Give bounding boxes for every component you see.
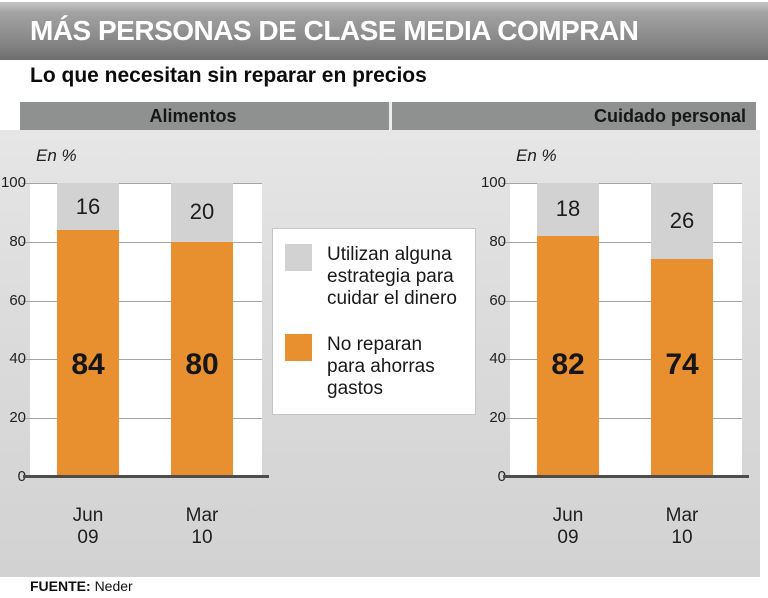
y-axis-label-20: 20 <box>489 409 506 427</box>
y-axis-label-80: 80 <box>9 232 26 250</box>
bar-mar-10: 26 74 <box>651 183 713 477</box>
bar-value-label: 80 <box>185 348 219 381</box>
gridline-80 <box>502 241 742 243</box>
x-axis-label: Jun 09 <box>72 505 104 548</box>
bar-segment-no-reparan <box>171 241 233 477</box>
gridline-40 <box>502 359 742 361</box>
source-label: FUENTE: <box>30 578 91 594</box>
y-axis-label-40: 40 <box>489 350 506 368</box>
unit-label: En % <box>36 146 77 165</box>
gridline-80 <box>22 241 262 243</box>
subtitle: Lo que necesitan sin reparar en precios <box>30 64 427 87</box>
bar-value-label: 26 <box>669 208 695 234</box>
legend-item-no-reparan: No reparan para ahorras gastos <box>285 334 463 400</box>
gridline-100 <box>22 183 262 184</box>
y-axis-label-100: 100 <box>480 174 506 191</box>
bar-segment-estrategia: 20 <box>171 183 233 242</box>
gray-swatch-icon <box>285 244 312 271</box>
gridline-60 <box>22 300 262 302</box>
y-axis-label-60: 60 <box>9 291 26 309</box>
legend-label-estrategia: Utilizan alguna estrategia para cuidar e… <box>327 244 457 309</box>
gridline-60 <box>502 300 742 302</box>
bar-value-label: 18 <box>555 196 581 222</box>
bar-value-label: 82 <box>551 348 585 381</box>
section-label-alimentos: Alimentos <box>149 106 237 126</box>
bar-value-label: 16 <box>75 193 101 219</box>
y-axis-label-20: 20 <box>9 409 26 427</box>
y-axis-label-40: 40 <box>9 350 26 368</box>
gridline-100 <box>502 183 742 184</box>
bar-segment-estrategia: 26 <box>651 183 713 260</box>
bar-segment-estrategia: 16 <box>57 183 119 231</box>
bar-segment-no-reparan <box>651 259 713 477</box>
chart-cuidado-personal: 0 20 40 60 80 100 18 82 Jun 09 26 74 Mar 10 <box>481 174 749 548</box>
bar-jun-09: 18 82 <box>537 183 599 477</box>
bar-value-label: 20 <box>189 199 215 225</box>
legend-label-no-reparan: No reparan para ahorras gastos <box>327 334 435 399</box>
y-axis-label-80: 80 <box>489 232 506 250</box>
bar-mar-10: 20 80 <box>171 183 233 477</box>
y-axis-label-0: 0 <box>497 468 506 485</box>
page-title: MÁS PERSONAS DE CLASE MEDIA COMPRAN <box>30 15 639 46</box>
y-axis-label-60: 60 <box>489 291 506 309</box>
gridline-20 <box>22 418 262 420</box>
orange-swatch-icon <box>285 334 312 361</box>
section-divider <box>389 102 392 130</box>
y-axis-label-0: 0 <box>17 468 26 485</box>
chart-alimentos: 0 20 40 60 80 100 16 84 Jun 09 20 80 Mar 10 <box>1 174 269 548</box>
x-axis-label: Mar 10 <box>665 505 699 548</box>
source-value: Neder <box>94 578 133 594</box>
legend: Utilizan alguna estrategia para cuidar e… <box>272 228 476 415</box>
header-bar: MÁS PERSONAS DE CLASE MEDIA COMPRAN <box>0 2 768 60</box>
x-axis-baseline <box>503 475 749 478</box>
source-note: FUENTE: Neder <box>30 578 133 594</box>
bar-value-label: 74 <box>665 348 699 381</box>
bar-segment-estrategia: 18 <box>537 183 599 236</box>
gridline-40 <box>22 359 262 361</box>
bar-value-label: 84 <box>71 348 105 381</box>
gridline-20 <box>502 418 742 420</box>
y-axis-label-100: 100 <box>0 174 26 191</box>
x-axis-label: Mar 10 <box>185 505 219 548</box>
bar-segment-no-reparan <box>537 235 599 477</box>
x-axis-label: Jun 09 <box>552 505 584 548</box>
x-axis-baseline <box>23 475 269 478</box>
bar-segment-no-reparan <box>57 230 119 477</box>
bar-jun-09: 16 84 <box>57 183 119 477</box>
section-label-cuidado-personal: Cuidado personal <box>593 106 746 126</box>
legend-item-estrategia: Utilizan alguna estrategia para cuidar e… <box>285 244 463 310</box>
unit-label: En % <box>516 146 557 165</box>
section-band: Alimentos Cuidado personal <box>20 102 756 130</box>
